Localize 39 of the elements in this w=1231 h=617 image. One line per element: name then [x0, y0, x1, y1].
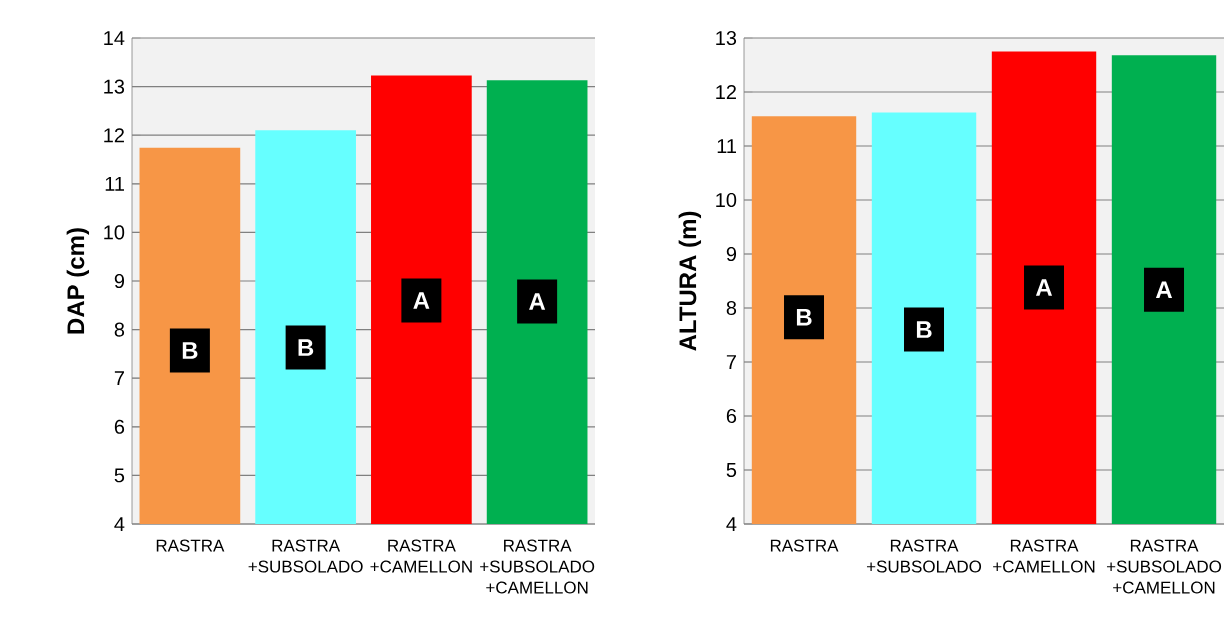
y-tick-label: 6 — [114, 419, 125, 434]
annotation: A — [529, 293, 546, 310]
annotation: B — [182, 342, 198, 359]
y-tick-label: 10 — [716, 192, 737, 208]
y-tick-label: 8 — [726, 300, 737, 316]
x-tick-label: RASTRA — [770, 539, 839, 552]
annotation: A — [1035, 279, 1053, 296]
y-tick-label: 13 — [104, 79, 125, 94]
y-tick-label: 7 — [114, 371, 124, 386]
annotation: B — [298, 339, 314, 356]
x-tick-label: RASTRA +SUBSOLADO — [866, 539, 982, 573]
x-tick-label: RASTRA — [156, 539, 225, 552]
annotation: A — [413, 292, 430, 309]
x-tick-label: RASTRA +SUBSOLADO — [248, 539, 363, 573]
annotation: B — [916, 321, 932, 338]
y-tick-label: 13 — [716, 30, 737, 46]
y-tick-label: 14 — [104, 31, 125, 45]
y-tick-label: 9 — [726, 246, 737, 262]
y-tick-label: 11 — [105, 176, 124, 191]
y-tick-label: 12 — [716, 85, 736, 99]
y-tick-label: 11 — [717, 139, 736, 153]
annotation: A — [1155, 281, 1173, 298]
y-tick-label: 5 — [726, 463, 737, 477]
y-tick-label: 7 — [726, 355, 736, 369]
y-tick-label: 9 — [114, 273, 125, 289]
y-tick-label: 12 — [104, 128, 124, 143]
y-tick-label: 8 — [114, 322, 125, 337]
y-tick-label: 10 — [104, 225, 125, 240]
x-tick-label: RASTRA +SUBSOLADO +CAMELLON — [1106, 539, 1222, 594]
y-axis-title: DAP (cm) — [66, 228, 90, 334]
y-axis-title: ALTURA (m) — [678, 211, 702, 351]
x-tick-label: RASTRA +SUBSOLADO +CAMELLON — [480, 539, 595, 594]
y-tick-label: 6 — [726, 408, 737, 424]
x-tick-label: RASTRA +CAMELLON — [370, 539, 472, 573]
y-tick-label: 4 — [726, 517, 737, 531]
annotation: B — [796, 308, 812, 326]
x-tick-label: RASTRA +CAMELLON — [993, 539, 1095, 573]
y-tick-label: 5 — [114, 468, 125, 483]
y-tick-label: 4 — [114, 517, 125, 531]
